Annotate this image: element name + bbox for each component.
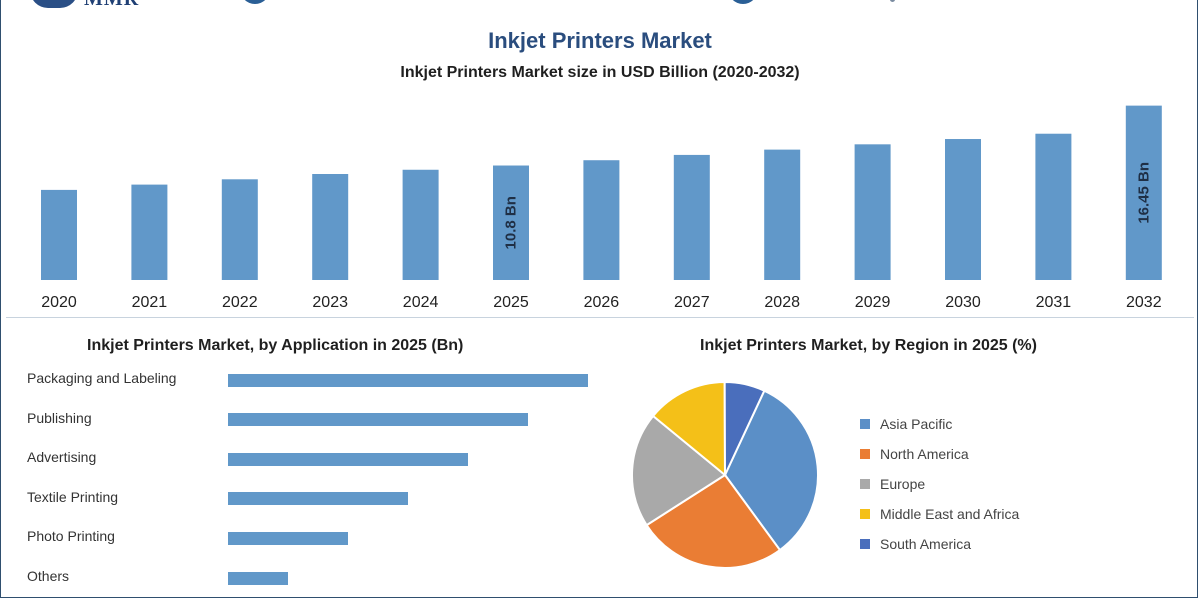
legend-item: North America (860, 439, 1019, 469)
legend-label: Europe (880, 476, 926, 492)
bar-2021 (131, 184, 168, 280)
application-bar-chart: Packaging and Labeling Publishing Advertis… (0, 360, 620, 600)
application-bar (228, 531, 348, 545)
section-divider (6, 317, 1194, 318)
x-tick-label: 2031 (1036, 294, 1072, 311)
bar-2023 (312, 174, 349, 280)
application-label: Publishing (27, 409, 92, 426)
page-title: Inkjet Printers Market (488, 28, 712, 53)
bar-2022 (221, 179, 258, 280)
logo-text: MMR (84, 0, 139, 9)
bar-2026 (583, 160, 620, 280)
x-tick-label: 2026 (584, 294, 620, 311)
application-bar (228, 373, 588, 387)
legend-swatch (860, 479, 870, 489)
legend-swatch (860, 509, 870, 519)
application-bar (228, 571, 288, 585)
bar-2020 (41, 189, 77, 280)
x-tick-label: 2028 (764, 294, 800, 311)
bar-2031 (1035, 133, 1072, 280)
application-bar (228, 492, 408, 506)
bar-2030 (945, 139, 981, 280)
x-tick-label: 2027 (674, 294, 710, 311)
legend-swatch (860, 449, 870, 459)
application-bar (228, 413, 528, 427)
x-tick-label: 2029 (855, 294, 891, 311)
header-dot-icon (890, 0, 895, 2)
bar-2028 (764, 149, 801, 280)
bar-2032 (1125, 105, 1162, 280)
x-tick-label: 2030 (945, 294, 981, 311)
legend-item: Middle East and Africa (860, 499, 1019, 529)
x-tick-label: 2024 (403, 294, 439, 311)
pie-slice-asia-pacific (723, 389, 819, 552)
legend-swatch (860, 539, 870, 549)
application-chart-title: Inkjet Printers Market, by Application i… (87, 337, 464, 354)
x-tick-label: 2032 (1126, 294, 1162, 311)
header-decoration-icon (240, 0, 270, 4)
header-decoration-icon (728, 0, 758, 4)
pie-slice-north-america (645, 473, 782, 569)
x-tick-label: 2025 (493, 294, 529, 311)
legend-label: Asia Pacific (880, 416, 953, 432)
application-label: Textile Printing (27, 488, 119, 505)
bar-2027 (673, 154, 710, 280)
legend-label: Middle East and Africa (880, 506, 1020, 522)
bar-2025 (493, 165, 529, 280)
pie-slice-middle-east-and-africa (651, 380, 727, 478)
application-label: Others (27, 568, 70, 584)
region-legend: Asia Pacific North America Europe Middle Ea… (860, 409, 1019, 559)
application-bar (228, 452, 468, 466)
x-tick-label: 2023 (312, 294, 348, 311)
market-size-chart-title: Inkjet Printers Market size in USD Billi… (400, 64, 800, 81)
x-tick-label: 2020 (41, 294, 77, 311)
data-label-2025: 10.8 Bn (503, 196, 520, 249)
market-size-bar-chart: 2020 2021 2022 2023 2024 2025 10.8 Bn 2026 2027 2… (41, 105, 1162, 311)
x-tick-label: 2022 (222, 294, 258, 311)
legend-item: Europe (860, 469, 1019, 499)
data-label-2032: 16.45 Bn (1135, 162, 1152, 224)
legend-item: South America (860, 529, 1019, 559)
pie-slice-south-america (723, 381, 766, 476)
application-label: Photo Printing (27, 528, 115, 545)
application-label: Advertising (27, 449, 97, 466)
region-chart-title: Inkjet Printers Market, by Region in 202… (700, 337, 1037, 354)
pie-slice-europe (631, 414, 727, 527)
x-tick-label: 2021 (132, 294, 168, 311)
logo-mark-icon (30, 0, 78, 8)
application-label: Packaging and Labeling (27, 370, 177, 386)
legend-swatch (860, 419, 870, 429)
legend-item: Asia Pacific (860, 409, 1019, 439)
legend-label: North America (880, 446, 969, 462)
bar-2029 (854, 144, 891, 280)
brand-logo: MMR (30, 0, 139, 10)
bar-2024 (402, 169, 439, 280)
region-pie-chart (631, 380, 819, 569)
legend-label: South America (880, 536, 972, 552)
